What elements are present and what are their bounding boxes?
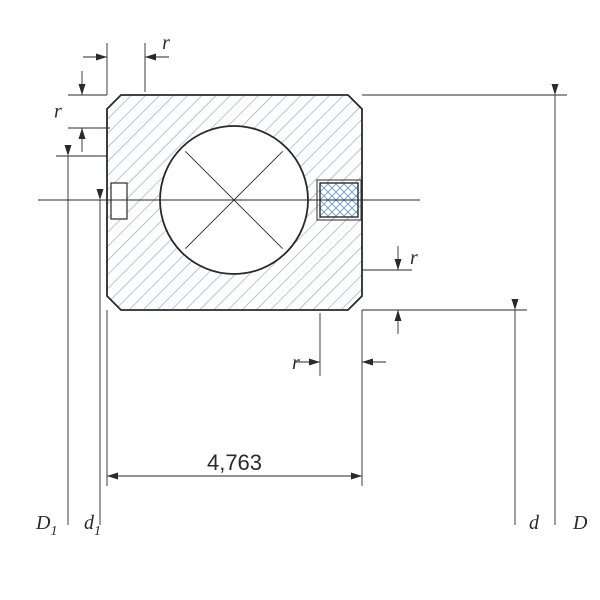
svg-text:r: r [410,247,418,269]
svg-text:r: r [292,352,300,374]
svg-text:4,763: 4,763 [207,450,262,475]
bearing-cross-section-diagram: 4,763 r r r r Dd D1 d1 [0,0,600,600]
svg-text:r: r [162,32,170,54]
svg-text:d1: d1 [84,512,101,539]
svg-text:d: d [529,512,540,534]
svg-text:r: r [54,101,62,123]
svg-text:D1: D1 [35,512,57,539]
svg-text:D: D [572,512,588,534]
